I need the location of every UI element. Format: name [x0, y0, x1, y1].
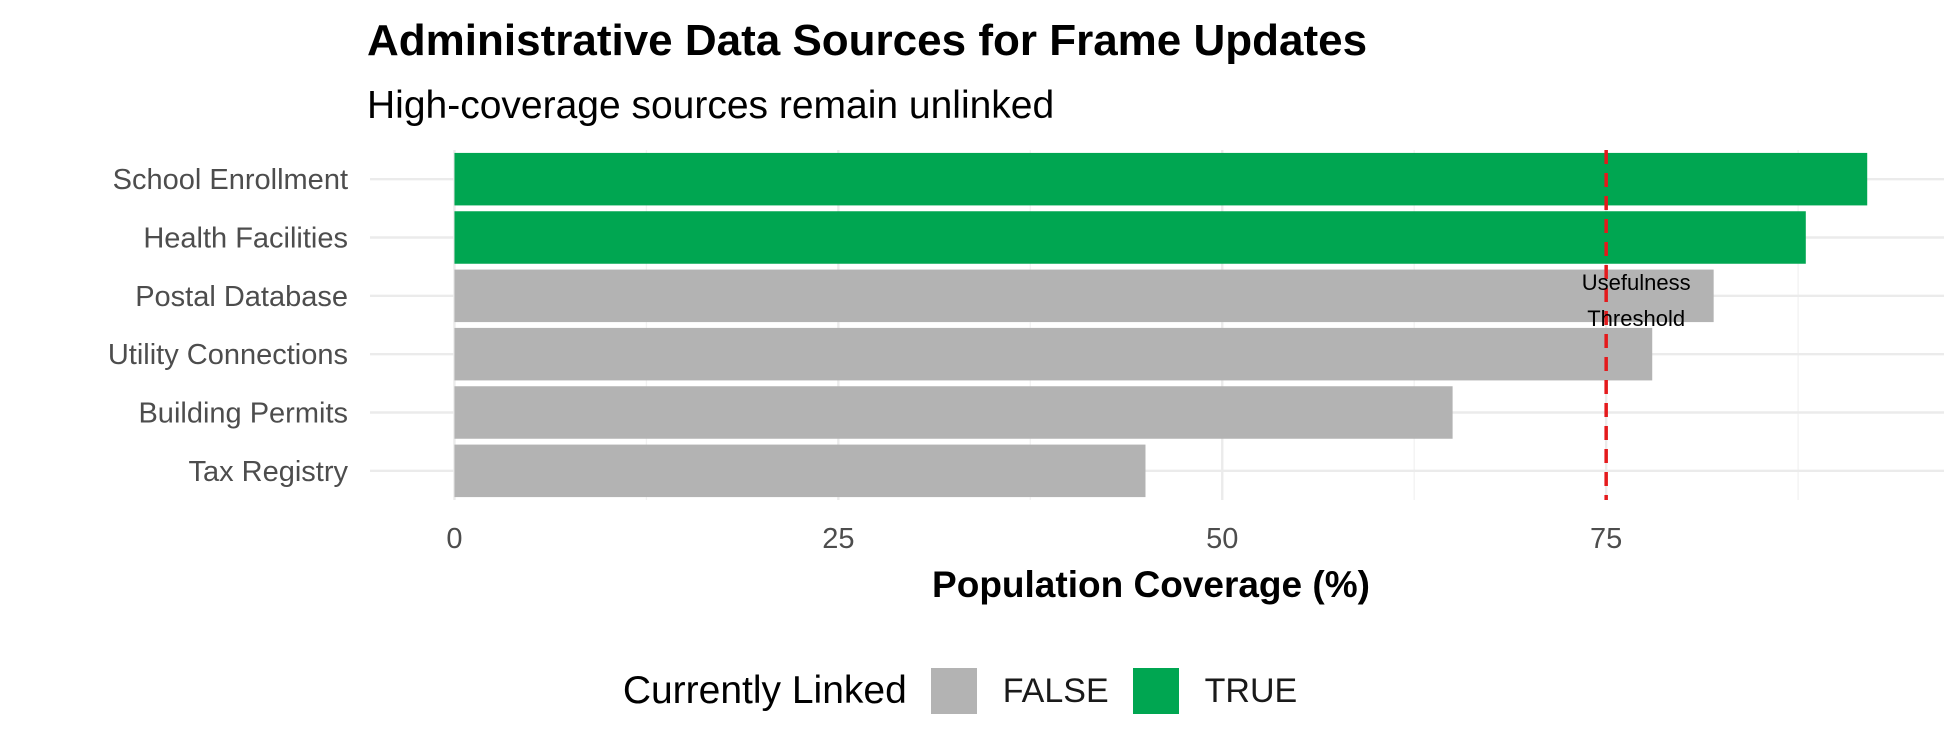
y-tick-label: Tax Registry [188, 456, 348, 488]
y-tick-label: Utility Connections [108, 339, 348, 371]
chart-title: Administrative Data Sources for Frame Up… [367, 16, 1368, 65]
x-tick-label: 0 [446, 523, 462, 555]
x-tick-label: 75 [1590, 523, 1622, 555]
legend-title: Currently Linked [622, 669, 907, 712]
legend-item-true: TRUE [1132, 668, 1298, 714]
y-tick-label: Health Facilities [143, 223, 348, 255]
threshold-label-line2: Threshold [1587, 306, 1685, 331]
bar [454, 386, 1453, 439]
threshold-label-line1: Usefulness [1582, 270, 1691, 295]
legend-item-false: FALSE [930, 668, 1109, 714]
y-tick-label: Building Permits [138, 398, 348, 430]
y-tick-label: Postal Database [135, 281, 348, 313]
bar [454, 269, 1714, 323]
bar [454, 152, 1868, 206]
y-tick-label: School Enrollment [113, 164, 348, 196]
x-axis-title: Population Coverage (%) [932, 564, 1370, 605]
legend-swatch-false [930, 668, 977, 714]
bar-chart: Usefulness Threshold School Enrollment Heal… [108, 150, 1944, 605]
bar [454, 211, 1806, 264]
bar [454, 327, 1653, 381]
x-tick-label: 50 [1206, 523, 1238, 555]
legend-label-false: FALSE [1002, 671, 1109, 710]
legend-swatch-true [1132, 668, 1179, 714]
legend-label-true: TRUE [1204, 671, 1298, 710]
bar [454, 444, 1146, 498]
x-tick-label: 25 [822, 523, 854, 555]
chart-subtitle: High-coverage sources remain unlinked [367, 84, 1055, 127]
legend: Currently Linked FALSE TRUE [0, 668, 1944, 714]
